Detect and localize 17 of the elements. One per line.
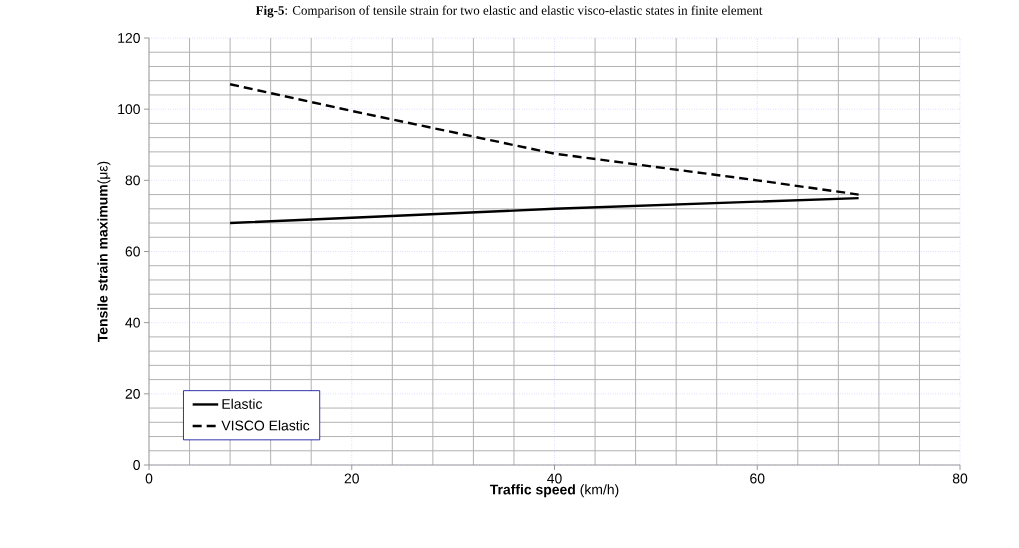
chart-title: Fig-5: Comparison of tensile strain for two elastic and elastic visco-elastic states in finite element [255,5,763,18]
x-tick-label: 20 [344,473,359,484]
y-tick-label: 80 [125,175,140,186]
y-tick-label: 120 [118,33,140,43]
y-tick-label: 40 [125,317,140,328]
x-axis-title: Traffic speed (km/h) [489,484,619,498]
y-axis-title: Tensile strain maximum(με) [97,161,111,343]
y-tick-label: 100 [118,104,140,115]
legend-label: VISCO Elastic [221,420,310,431]
x-tick-label: 40 [547,473,562,484]
y-tick-label: 0 [133,460,140,470]
y-tick-label: 60 [125,246,140,257]
x-tick-label: 60 [750,473,765,484]
y-tick-label: 20 [125,388,140,399]
x-tick-label: 0 [145,473,153,484]
legend-label: Elastic [222,398,263,409]
x-tick-label: 80 [952,473,968,484]
